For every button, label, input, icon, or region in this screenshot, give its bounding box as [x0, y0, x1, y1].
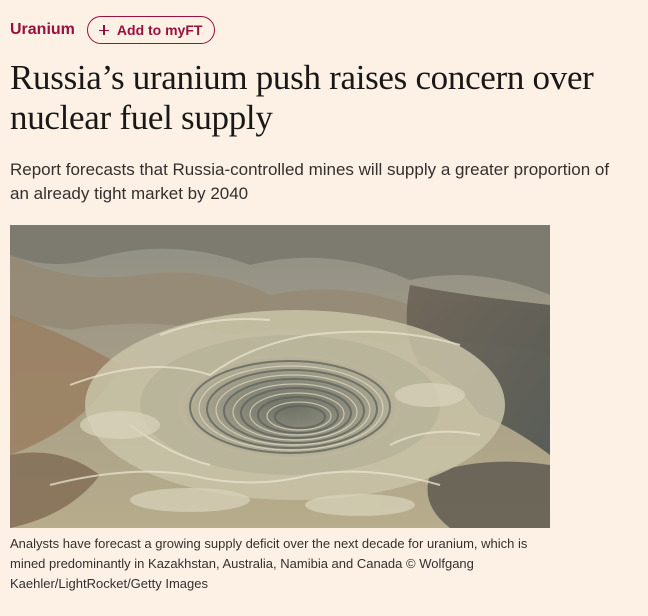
article-headline: Russia’s uranium push raises concern ove…	[10, 58, 594, 137]
article-standfirst: Report forecasts that Russia-controlled …	[10, 160, 610, 203]
topic-link[interactable]: Uranium	[10, 21, 75, 38]
add-to-myft-label: Add to myFT	[116, 22, 203, 38]
topic-row: Uranium Add to myFT	[10, 16, 216, 44]
add-to-myft-button[interactable]: Add to myFT	[86, 16, 216, 44]
article-image	[10, 225, 550, 528]
image-caption: Analysts have forecast a growing supply …	[10, 536, 528, 591]
mine-aerial-photo	[10, 225, 550, 528]
plus-icon	[98, 25, 109, 35]
